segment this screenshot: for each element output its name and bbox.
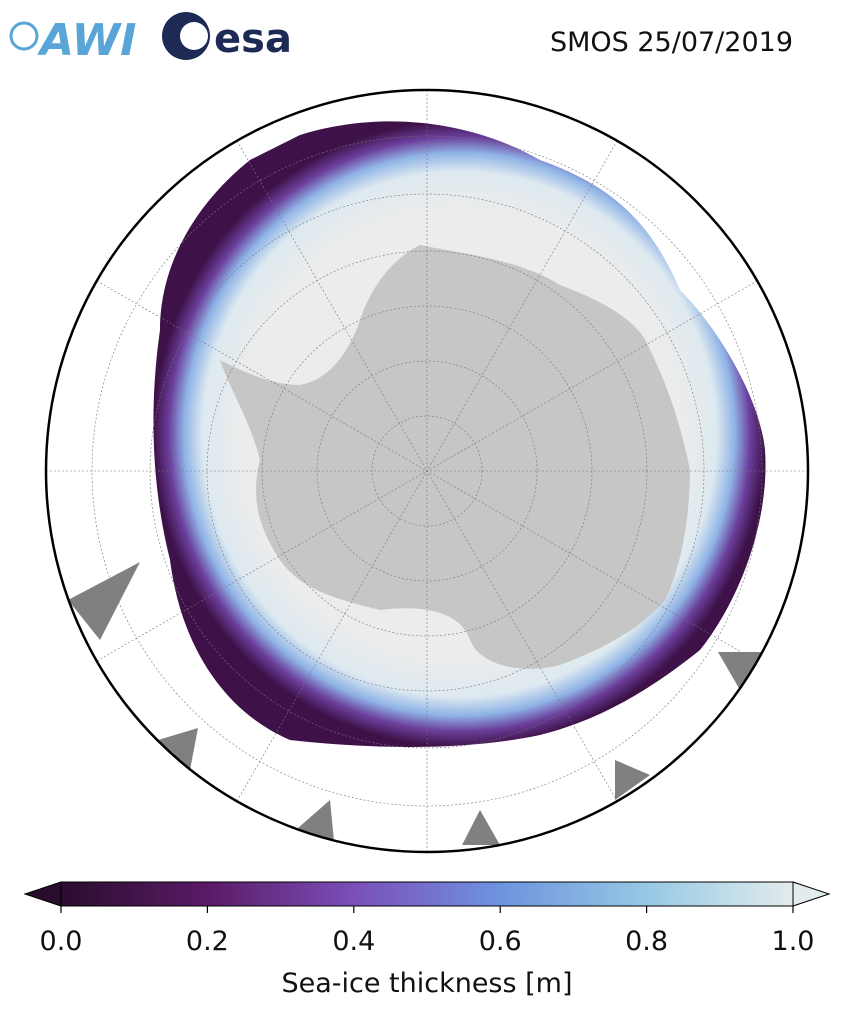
colorbar: 0.0 0.2 0.4 0.6 0.8 1.0 [23, 881, 831, 957]
land-masks [68, 562, 762, 852]
colorbar-over [792, 881, 831, 907]
colorbar-under [23, 881, 62, 907]
graticule [46, 90, 808, 852]
colorbar-tick-label: 0.0 [40, 926, 83, 957]
colorbar-tick-label: 0.4 [332, 926, 375, 957]
colorbar-tick-label: 0.8 [625, 926, 668, 957]
title: SMOS 25/07/2019 [550, 27, 793, 58]
awi-logo-text: AWI [37, 15, 137, 66]
map-frame [44, 88, 810, 854]
map [46, 90, 808, 852]
esa-logo-text: esa [214, 16, 292, 62]
colorbar-bar [60, 881, 794, 907]
antarctica [220, 245, 690, 669]
awi-logo: AWI [9, 15, 137, 66]
colorbar-tick-label: 0.6 [479, 926, 522, 957]
colorbar-tick-label: 0.2 [186, 926, 229, 957]
colorbar-tick-label: 1.0 [772, 926, 815, 957]
esa-logo: esa [162, 12, 292, 62]
colorbar-label: Sea-ice thickness [m] [281, 968, 572, 999]
